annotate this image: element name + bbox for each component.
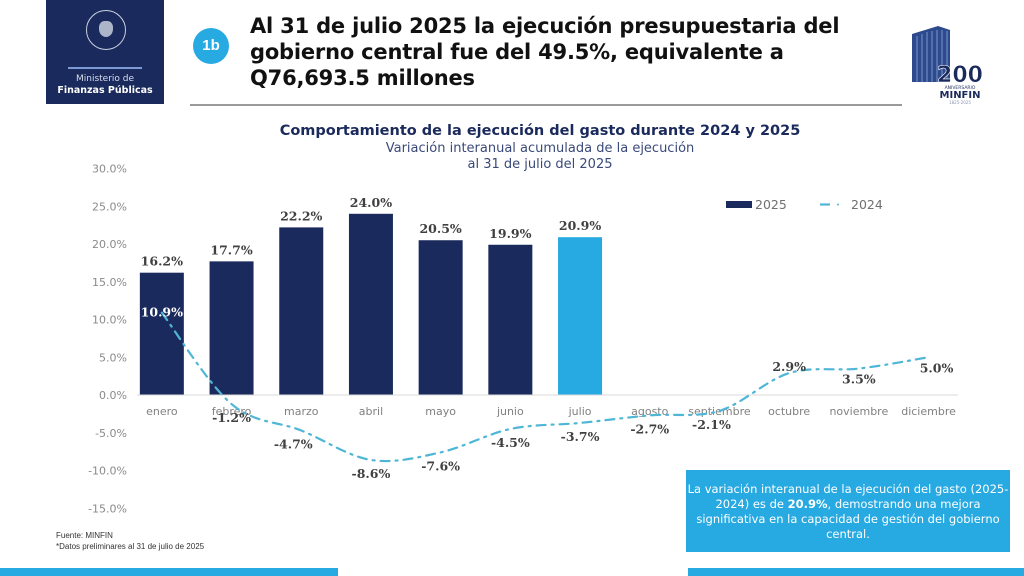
y-tick-label: 0.0% — [99, 389, 127, 402]
y-axis: 30.0% 25.0% 20.0% 15.0% 10.0% 5.0% 0.0% -5.0% -1… — [88, 163, 127, 516]
minfin-building-icon — [912, 26, 950, 82]
bar-value-label: 22.2% — [280, 208, 322, 223]
bar-2025 — [279, 227, 324, 395]
bar-2025 — [418, 240, 463, 395]
preliminary-note: *Datos preliminares al 31 de julio de 20… — [56, 542, 205, 551]
line-value-label: -8.6% — [352, 466, 391, 481]
y-tick-label: -10.0% — [88, 465, 127, 478]
logo-line1: Ministerio de — [75, 74, 135, 84]
bar-data-labels: 16.2% 17.7% 22.2% 24.0% 20.5% 19.9% 20.9% — [141, 195, 602, 269]
ministry-logo: Ministerio de Finanzas Públicas — [46, 0, 164, 104]
y-tick-label: 10.0% — [92, 314, 127, 327]
anniversary-years: 1825-2025 — [949, 100, 971, 105]
line-2024 — [160, 311, 930, 463]
header-divider — [190, 104, 902, 106]
y-tick-label: 5.0% — [99, 351, 127, 364]
x-tick-label: marzo — [284, 405, 319, 418]
x-axis: enero febrero marzo abril mayo junio julio agos… — [146, 405, 956, 418]
y-tick-label: 30.0% — [92, 163, 127, 176]
source-note: Fuente: MINFIN — [56, 531, 113, 540]
x-tick-label: octubre — [768, 405, 810, 418]
chart-subtitle: Variación interanual acumulada de la eje… — [200, 141, 880, 173]
x-tick-label: mayo — [425, 405, 456, 418]
anniversary-name: MINFIN — [940, 90, 981, 101]
line-value-label: -2.1% — [692, 417, 731, 432]
callout-text-before: La variación interanual de la ejecución … — [687, 482, 1009, 511]
line-2024-path — [160, 311, 930, 463]
logo-divider — [68, 67, 142, 69]
anniversary-number: 200 — [937, 63, 983, 88]
callout-text-after: , demostrando una mejora significativa e… — [696, 497, 1000, 541]
x-tick-label: diciembre — [901, 405, 956, 418]
chart-title: Comportamiento de la ejecución del gasto… — [279, 123, 801, 139]
line-value-label: -4.5% — [491, 435, 530, 450]
bar-value-label: 20.5% — [419, 221, 461, 236]
bar-2025 — [209, 261, 254, 395]
page-headline: Al 31 de julio 2025 la ejecución presupu… — [250, 14, 840, 90]
chart-legend: 2025 2024 — [726, 197, 883, 212]
line-value-label: 2.9% — [772, 359, 806, 374]
bar-value-label: 16.2% — [141, 254, 183, 269]
bar-2025 — [348, 213, 393, 395]
bar-2025 — [488, 244, 533, 395]
legend-swatch-2024-dot — [837, 203, 839, 206]
minfin-anniversary-logo: 200 ANIVERSARIO MINFIN 1825-2025 — [912, 26, 983, 105]
bar-value-label: 24.0% — [350, 195, 392, 210]
legend-label-2025: 2025 — [755, 197, 787, 212]
x-tick-label: abril — [359, 405, 383, 418]
line-value-label: -1.2% — [212, 410, 251, 425]
legend-swatch-2025 — [726, 201, 752, 208]
bar-value-label: 19.9% — [489, 226, 531, 241]
bar-2025 — [558, 237, 603, 395]
legend-label-2024: 2024 — [851, 197, 883, 212]
x-tick-label: junio — [496, 405, 524, 418]
footer-strip-right — [688, 568, 1024, 576]
summary-callout: La variación interanual de la ejecución … — [686, 470, 1010, 552]
y-tick-label: -5.0% — [95, 427, 127, 440]
line-value-label: 10.9% — [141, 305, 183, 320]
callout-highlight: 20.9% — [787, 497, 828, 511]
y-tick-label: 20.0% — [92, 238, 127, 251]
bar-value-label: 20.9% — [559, 218, 601, 233]
footer-strip-left — [0, 568, 338, 576]
line-value-label: -2.7% — [630, 421, 669, 436]
section-badge: 1b — [193, 28, 229, 64]
line-value-label: -4.7% — [274, 436, 313, 451]
x-tick-label: enero — [146, 405, 178, 418]
line-value-label: -7.6% — [421, 458, 460, 473]
bars-2025 — [139, 213, 603, 395]
x-tick-label: julio — [568, 405, 592, 418]
y-tick-label: 25.0% — [92, 200, 127, 213]
line-data-labels: 10.9% -1.2% -4.7% -8.6% -7.6% -4.5% -3.7% -2.7%… — [141, 305, 954, 481]
x-tick-label: febrero — [212, 405, 252, 418]
x-tick-label: noviembre — [829, 405, 888, 418]
line-value-label: -3.7% — [561, 429, 600, 444]
anniversary-subtitle: ANIVERSARIO — [945, 85, 976, 91]
line-value-label: 3.5% — [842, 372, 876, 387]
logo-line2: Finanzas Públicas — [57, 85, 153, 96]
chart-subtitle-line2: al 31 de julio del 2025 — [467, 157, 613, 172]
y-tick-label: -15.0% — [88, 502, 127, 515]
chart-subtitle-line1: Variación interanual acumulada de la eje… — [385, 141, 695, 156]
line-value-label: 5.0% — [920, 360, 954, 375]
coat-of-arms-icon — [86, 10, 126, 50]
bar-value-label: 17.7% — [210, 242, 252, 257]
y-tick-label: 15.0% — [92, 276, 127, 289]
